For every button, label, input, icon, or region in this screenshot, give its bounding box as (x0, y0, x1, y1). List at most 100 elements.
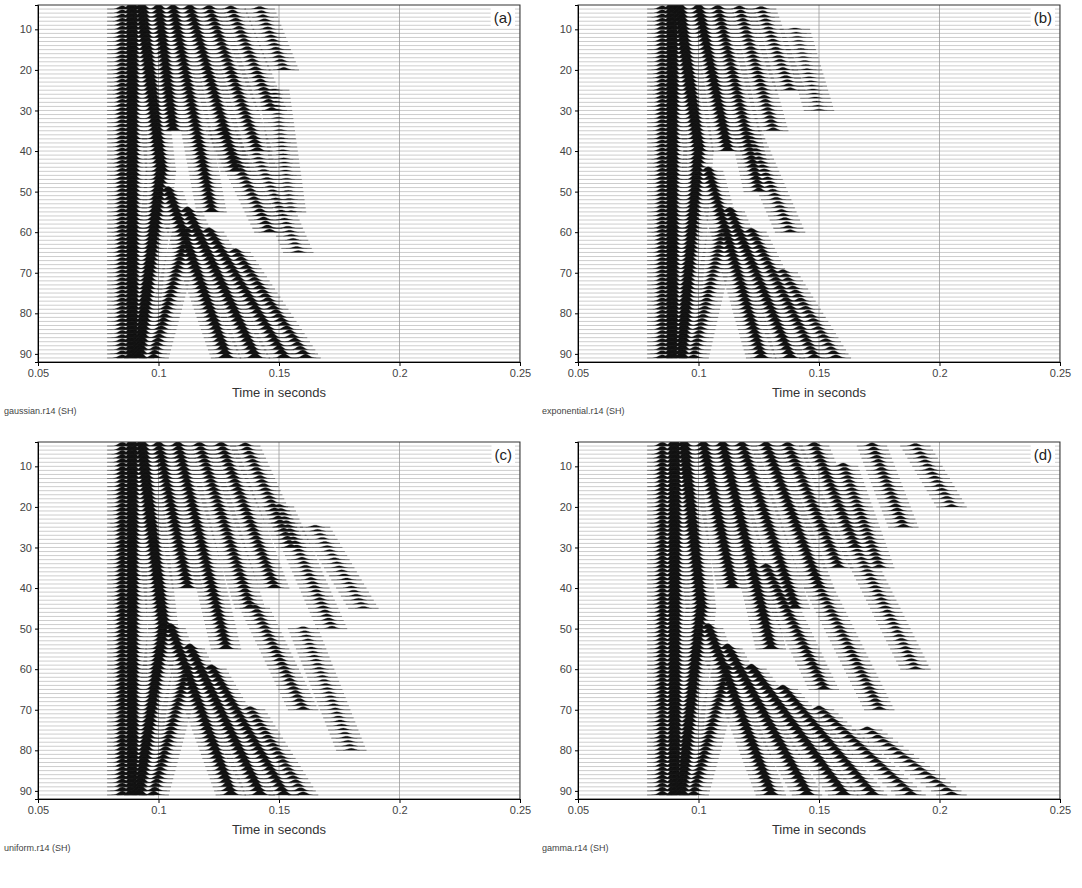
y-tick-label: 40 (560, 145, 572, 157)
x-axis: 0.050.10.150.20.25 (568, 799, 1071, 816)
figure: 0.05 0.1 0.15 0.2 0.25 10 20 30 40 50 60 70 80 90 Time… (0, 0, 1082, 888)
y-tick-label: 20 (20, 501, 32, 513)
x-tick-label: 0.15 (809, 804, 830, 816)
y-tick-label: 70 (560, 704, 572, 716)
x-axis-line (39, 363, 521, 367)
y-axis-line (35, 443, 39, 800)
x-tick: 0.25 (510, 362, 531, 379)
y-tick-mark (35, 313, 38, 314)
y-tick: 90 (560, 785, 578, 797)
y-tick-label: 80 (20, 307, 32, 319)
wavelet-event (138, 665, 202, 795)
y-tick-mark (575, 151, 578, 152)
grid-line (819, 5, 820, 362)
y-tick: 80 (20, 307, 38, 319)
y-tick-label: 90 (560, 785, 572, 797)
y-tick: 30 (20, 104, 38, 116)
x-axis-title: Time in seconds (232, 822, 327, 837)
y-tick: 50 (560, 186, 578, 198)
y-tick-label: 10 (560, 23, 572, 35)
x-tick-mark (400, 799, 401, 803)
y-tick-label: 60 (20, 663, 32, 675)
x-axis: 0.050.10.150.20.25 (28, 799, 531, 816)
panel: 0.050.10.150.20.25102030405060708090Time… (542, 438, 1071, 853)
y-tick-mark (575, 70, 578, 71)
y-tick: 40 (20, 145, 38, 157)
y-tick-label: 20 (560, 501, 572, 513)
y-tick: 30 (20, 541, 38, 553)
wavelet-event (732, 128, 806, 232)
y-tick-mark (575, 791, 578, 792)
x-axis-title: Time in seconds (772, 822, 867, 837)
wavelet-event (780, 28, 834, 110)
plot-area (38, 442, 520, 799)
x-tick: 0.2 (932, 799, 947, 816)
x-tick-label: 0.05 (568, 367, 589, 379)
panel-letter-background (491, 8, 515, 27)
y-tick-mark (575, 273, 578, 274)
panel: 0.050.10.150.20.25102030405060708090Time… (4, 1, 531, 416)
y-tick-mark (35, 507, 38, 508)
y-tick: 10 (20, 460, 38, 472)
y-tick-label: 40 (560, 582, 572, 594)
panel-letter-group: (c) (492, 445, 516, 464)
x-tick-label: 0.1 (151, 367, 166, 379)
plot-area (578, 5, 1060, 362)
y-tick: 80 (560, 307, 578, 319)
grid (38, 442, 520, 799)
events (107, 5, 321, 358)
x-tick-label: 0.25 (510, 367, 531, 379)
y-tick-mark (575, 547, 578, 548)
wavelet-event (828, 463, 895, 568)
plot-frame (38, 5, 520, 362)
x-tick-label: 0.25 (1050, 804, 1071, 816)
y-axis: 102030405060708090 (20, 443, 39, 800)
plot-area (38, 5, 520, 362)
y-tick-label: 90 (20, 348, 32, 360)
grid-line (819, 442, 820, 799)
x-tick-mark (1060, 799, 1061, 803)
y-tick-label: 50 (560, 623, 572, 635)
y-tick-mark (35, 791, 38, 792)
y-tick-mark (35, 232, 38, 233)
y-tick: 70 (20, 704, 38, 716)
y-tick-label: 50 (20, 186, 32, 198)
x-tick-label: 0.15 (809, 367, 830, 379)
x-tick: 0.05 (28, 362, 49, 379)
x-tick: 0.25 (510, 799, 531, 816)
x-axis-title: Time in seconds (772, 385, 867, 400)
grid (578, 442, 1060, 799)
wavelet-event (724, 6, 788, 131)
x-tick-mark (699, 362, 700, 366)
x-tick-mark (699, 799, 700, 803)
y-tick: 40 (20, 582, 38, 594)
x-tick-mark (1060, 362, 1061, 366)
panel: 0.050.10.150.20.25102030405060708090Time… (542, 1, 1071, 416)
x-axis: 0.050.10.150.20.25 (28, 362, 531, 379)
y-tick: 40 (560, 145, 578, 157)
y-tick: 10 (560, 23, 578, 35)
x-tick: 0.05 (568, 799, 589, 816)
x-tick-label: 0.25 (1050, 367, 1071, 379)
panel-caption: exponential.r14 (SH) (542, 406, 625, 416)
y-tick: 20 (560, 501, 578, 513)
x-tick-label: 0.1 (691, 367, 706, 379)
wavelet-event (259, 89, 306, 212)
y-tick: 50 (20, 186, 38, 198)
y-tick-label: 80 (560, 307, 572, 319)
wavelet-event (751, 564, 839, 690)
x-tick-label: 0.2 (392, 804, 407, 816)
y-tick: 50 (20, 623, 38, 635)
x-tick: 0.15 (809, 799, 830, 816)
y-tick-mark (575, 192, 578, 193)
panel-letter-background (1031, 445, 1055, 464)
wavelet-event (216, 6, 287, 111)
y-tick: 70 (20, 267, 38, 279)
x-tick: 0.05 (28, 799, 49, 816)
x-axis-line (579, 800, 1061, 804)
x-axis-title: Time in seconds (232, 385, 327, 400)
x-tick-label: 0.15 (269, 367, 290, 379)
y-tick: 90 (20, 785, 38, 797)
x-tick-mark (400, 362, 401, 366)
wavelet-event (678, 665, 742, 795)
